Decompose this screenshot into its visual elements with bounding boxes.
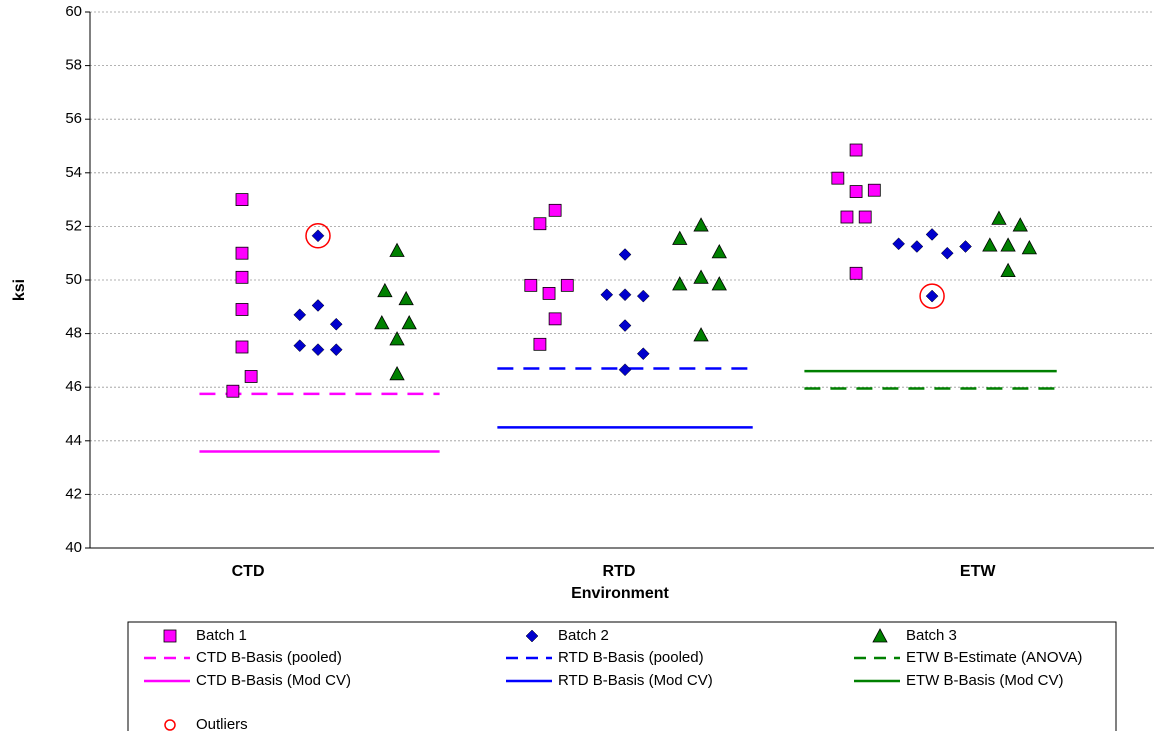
point	[892, 237, 905, 251]
x-tick-label: ETW	[960, 563, 996, 580]
point	[849, 143, 863, 157]
point	[840, 210, 854, 224]
point	[618, 288, 632, 302]
y-tick-label: 46	[65, 378, 82, 395]
point	[1000, 237, 1016, 252]
point	[329, 317, 343, 331]
legend-label: Batch 3	[906, 627, 957, 644]
point	[910, 240, 924, 253]
point	[849, 185, 863, 198]
point	[329, 343, 343, 357]
point	[672, 276, 688, 291]
point	[235, 193, 249, 207]
point	[711, 244, 727, 259]
point	[849, 266, 863, 280]
y-tick-label: 56	[65, 110, 82, 127]
y-tick-label: 52	[65, 217, 82, 234]
point	[293, 308, 307, 322]
point	[991, 210, 1007, 225]
point	[693, 269, 709, 284]
point	[524, 278, 538, 292]
point	[311, 343, 325, 357]
point	[618, 248, 632, 261]
legend-label: Batch 1	[196, 627, 247, 644]
point	[311, 229, 325, 243]
y-tick-label: 58	[65, 57, 82, 74]
point	[401, 315, 417, 330]
point	[636, 289, 650, 303]
point	[389, 365, 405, 381]
point	[533, 217, 547, 231]
point	[925, 228, 939, 241]
legend-label: Batch 2	[558, 627, 609, 644]
legend-box	[127, 621, 1117, 731]
point	[235, 270, 249, 284]
x-axis-label: Environment	[571, 585, 669, 602]
y-tick-label: 40	[65, 539, 82, 556]
point	[959, 240, 972, 253]
point	[244, 370, 258, 383]
point	[374, 315, 390, 330]
point	[235, 340, 249, 354]
point	[693, 217, 709, 232]
point	[672, 230, 688, 245]
x-tick-label: CTD	[232, 563, 265, 580]
point	[711, 276, 727, 291]
point	[1021, 239, 1038, 255]
point	[235, 246, 249, 260]
point	[560, 278, 574, 292]
y-tick-label: 54	[65, 164, 82, 181]
point	[636, 347, 650, 361]
legend-marker	[163, 629, 177, 643]
legend-label: ETW B-Basis (Mod CV)	[906, 672, 1064, 689]
point	[600, 288, 614, 302]
y-tick-label: 48	[65, 325, 82, 342]
point	[548, 203, 562, 217]
legend-label: RTD B-Basis (pooled)	[558, 649, 704, 666]
point	[982, 237, 998, 252]
legend-marker	[872, 628, 888, 643]
point	[618, 363, 632, 377]
point	[919, 283, 945, 309]
point	[377, 282, 393, 298]
y-tick-label: 50	[65, 271, 82, 288]
legend-label: Outliers	[196, 716, 248, 731]
point	[235, 303, 249, 316]
point	[542, 286, 556, 300]
y-tick-label: 44	[65, 432, 82, 449]
point	[940, 246, 954, 260]
legend-label: CTD B-Basis (pooled)	[196, 649, 342, 666]
point	[398, 290, 414, 306]
point	[389, 242, 405, 257]
point	[1000, 262, 1016, 278]
point	[305, 223, 331, 249]
x-tick-label: RTD	[603, 563, 636, 580]
y-axis-label: ksi	[11, 279, 28, 301]
y-tick-label: 42	[65, 485, 82, 502]
point	[925, 289, 939, 303]
legend-label: CTD B-Basis (Mod CV)	[196, 672, 351, 689]
point	[618, 319, 632, 332]
legend-marker	[164, 719, 176, 731]
point	[693, 327, 709, 342]
point	[293, 339, 307, 353]
point	[831, 171, 845, 185]
y-tick-label: 60	[65, 3, 82, 20]
point	[226, 384, 240, 398]
point	[867, 183, 881, 197]
legend-label: ETW B-Estimate (ANOVA)	[906, 649, 1082, 666]
point	[533, 337, 547, 351]
legend-label: RTD B-Basis (Mod CV)	[558, 672, 713, 689]
point	[548, 312, 562, 326]
point	[311, 299, 325, 312]
point	[389, 331, 405, 346]
point	[1012, 217, 1028, 232]
legend-marker	[525, 629, 539, 643]
point	[858, 210, 872, 224]
